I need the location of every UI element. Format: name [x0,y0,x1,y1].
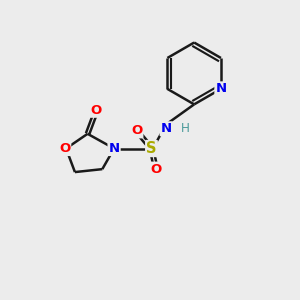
Text: N: N [109,142,120,155]
Text: O: O [131,124,142,137]
Text: O: O [59,142,70,155]
Text: S: S [146,141,157,156]
Text: O: O [91,104,102,117]
Text: H: H [181,122,190,135]
Text: N: N [215,82,226,95]
Text: N: N [160,122,172,135]
Text: O: O [150,163,161,176]
